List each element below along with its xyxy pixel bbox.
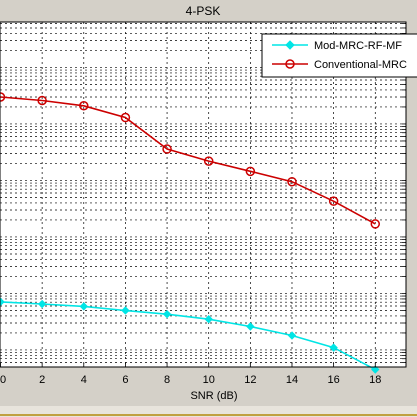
series-0-point-3 bbox=[121, 306, 130, 315]
series-1-point-7 bbox=[287, 176, 297, 187]
series-0-point-4 bbox=[162, 309, 172, 319]
x-tick-label-14: 14 bbox=[286, 374, 298, 386]
legend-marker-mod-mrc bbox=[285, 40, 295, 50]
x-axis-label: SNR (dB) bbox=[190, 390, 237, 402]
series-0-point-5 bbox=[204, 315, 213, 324]
x-tick-labels: 0 2 4 6 8 10 12 14 16 18 bbox=[0, 363, 381, 386]
x-tick-label-16: 16 bbox=[328, 374, 340, 386]
series-0-point-8 bbox=[329, 343, 338, 352]
legend: Mod-MRC-RF-MF Conventional-MRC bbox=[261, 33, 417, 78]
series-1-point-4 bbox=[162, 144, 172, 154]
series-1-point-3 bbox=[120, 112, 131, 123]
legend-marker-conventional bbox=[285, 59, 295, 69]
x-tick-label-10: 10 bbox=[203, 374, 215, 386]
series-0-point-7 bbox=[287, 331, 297, 340]
legend-box bbox=[261, 33, 417, 78]
x-tick-label-18: 18 bbox=[369, 374, 381, 386]
series-0-point-9 bbox=[371, 365, 380, 374]
series-0-point-2 bbox=[79, 302, 88, 311]
x-tick-label-12: 12 bbox=[244, 374, 256, 386]
legend-label-mod-mrc: Mod-MRC-RF-MF bbox=[314, 40, 402, 52]
x-tick-label-0: 0 bbox=[0, 374, 6, 386]
series-1-point-9 bbox=[370, 219, 381, 229]
x-tick-label-6: 6 bbox=[122, 374, 128, 386]
series-line-1 bbox=[0, 96, 376, 225]
series-1-point-2 bbox=[79, 101, 89, 111]
x-tick-label-4: 4 bbox=[81, 374, 87, 386]
series-0-point-6 bbox=[246, 322, 255, 331]
plot-background bbox=[0, 22, 406, 367]
x-tick-label-8: 8 bbox=[164, 374, 170, 386]
series-layer bbox=[0, 92, 381, 374]
chart-title: 4-PSK bbox=[186, 4, 221, 18]
series-0-point-1 bbox=[37, 299, 47, 309]
series-1-point-8 bbox=[328, 196, 339, 206]
series-1-point-6 bbox=[245, 166, 256, 177]
series-1-point-1 bbox=[37, 95, 47, 106]
series-1-point-5 bbox=[203, 156, 214, 166]
legend-label-conventional: Conventional-MRC bbox=[314, 59, 407, 71]
x-tick-label-2: 2 bbox=[39, 374, 45, 386]
bottom-strip bbox=[0, 406, 417, 417]
grid bbox=[0, 22, 406, 367]
series-line-0 bbox=[0, 301, 376, 371]
plot-frame bbox=[0, 21, 407, 368]
